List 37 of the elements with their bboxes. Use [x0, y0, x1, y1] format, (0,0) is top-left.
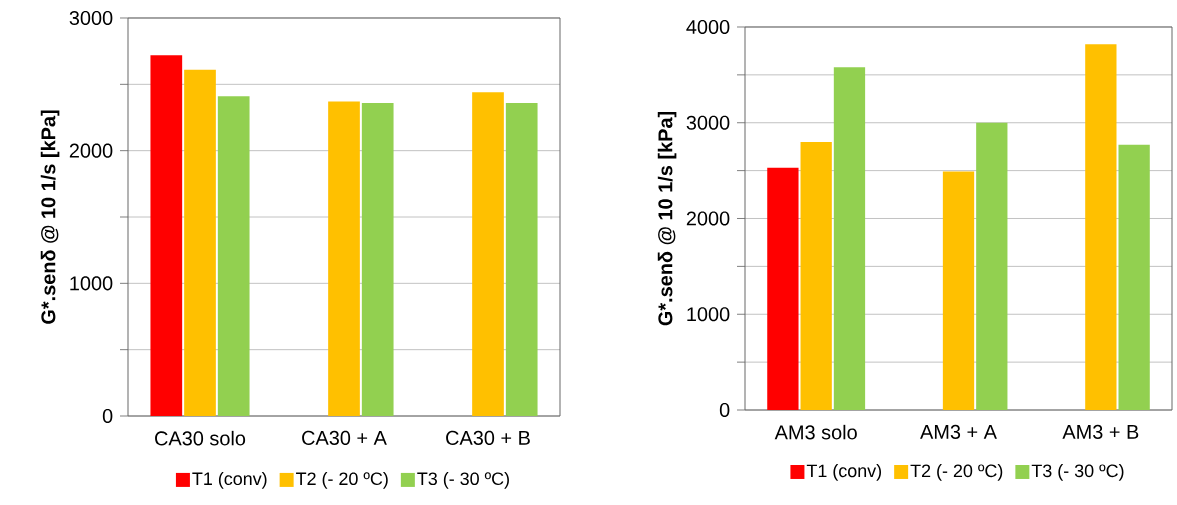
y-axis-title: G*.senδ @ 10 1/s [kPa]: [657, 111, 677, 326]
y-axis-title: G*.senδ @ 10 1/s [kPa]: [40, 110, 60, 324]
bar: [361, 102, 394, 416]
y-tick-label: 2000: [686, 211, 730, 226]
x-tick-label: CA30 + B: [446, 430, 530, 445]
bar: [150, 55, 183, 416]
bar: [217, 96, 250, 416]
legend-label: T2 (- 20 ºC): [296, 471, 388, 489]
y-tick-label: 2000: [69, 143, 113, 158]
x-tick-label: AM3 + B: [1062, 424, 1139, 439]
x-tick-label: AM3 solo: [774, 424, 857, 440]
bar: [767, 167, 799, 410]
legend-label: T1 (conv): [192, 471, 267, 489]
legend-label: T3 (- 30 ºC): [417, 471, 509, 489]
x-tick-label: CA30 solo: [155, 430, 246, 446]
y-tick-label: 1000: [687, 307, 730, 322]
y-tick-label: 3000: [686, 115, 730, 130]
bar: [800, 141, 832, 410]
legend-label: T3 (- 30 ºC): [1031, 463, 1124, 481]
legend-label: T2 (- 20 ºC): [910, 463, 1003, 481]
y-tick-label: 0: [719, 402, 730, 418]
bar: [833, 67, 866, 410]
y-tick-label: 1000: [70, 276, 113, 291]
bar: [976, 122, 1008, 410]
y-tick-label: 4000: [686, 19, 730, 35]
bar: [472, 92, 504, 416]
bar: [1118, 144, 1150, 410]
x-tick-label: AM3 + A: [920, 424, 997, 439]
bar: [184, 69, 216, 416]
bar: [942, 171, 975, 410]
bar: [1085, 44, 1117, 410]
y-tick-label: 3000: [69, 10, 113, 26]
legend-label: T1 (conv): [806, 463, 882, 481]
x-tick-label: CA30 + A: [302, 430, 387, 445]
y-tick-label: 0: [102, 408, 113, 424]
bar: [328, 101, 360, 416]
bar: [505, 102, 538, 416]
